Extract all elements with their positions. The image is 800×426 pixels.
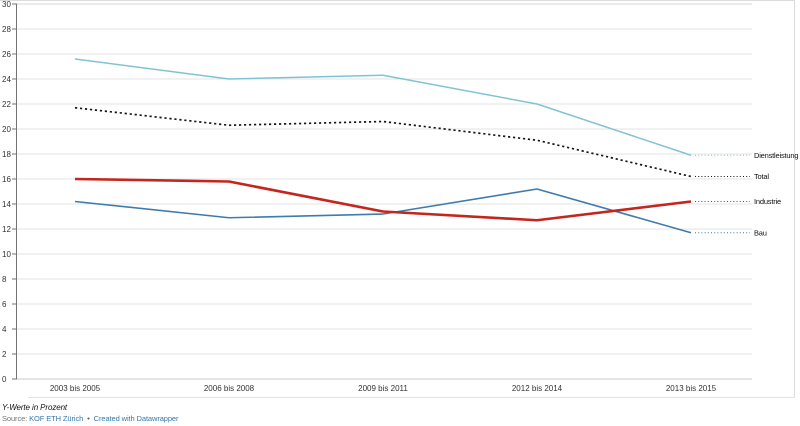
y-axis-label: 10 bbox=[2, 250, 11, 259]
frame-right-border bbox=[794, 0, 795, 398]
chart-bottom-border bbox=[28, 397, 794, 398]
datawrapper-credit-link[interactable]: Created with Datawrapper bbox=[93, 414, 179, 423]
x-axis-label: 2006 bis 2008 bbox=[204, 384, 255, 393]
x-axis-label: 2012 bis 2014 bbox=[512, 384, 563, 393]
y-axis-label: 8 bbox=[2, 275, 7, 284]
y-axis-label: 0 bbox=[2, 375, 7, 384]
source-prefix-label: Source: bbox=[2, 414, 28, 423]
y-axis-label: 18 bbox=[2, 150, 11, 159]
source-link[interactable]: KOF ETH Zürich bbox=[29, 414, 84, 423]
y-axis-label: 2 bbox=[2, 350, 7, 359]
series-label-industrie: Industrie bbox=[754, 197, 781, 206]
source-separator: • bbox=[87, 414, 90, 423]
y-axis-label: 22 bbox=[2, 100, 11, 109]
frame-top-border bbox=[0, 0, 795, 1]
y-axis-label: 24 bbox=[2, 75, 11, 84]
chart-source-line: Source: KOF ETH Zürich • Created with Da… bbox=[2, 414, 179, 423]
series-line-bau bbox=[74, 188, 692, 234]
x-axis-label: 2003 bis 2005 bbox=[50, 384, 101, 393]
y-axis-label: 28 bbox=[2, 25, 11, 34]
y-axis-label: 30 bbox=[2, 0, 11, 9]
y-axis-label: 16 bbox=[2, 175, 11, 184]
series-line-dienstleistung bbox=[74, 58, 692, 156]
x-axis-label: 2013 bis 2015 bbox=[666, 384, 717, 393]
y-axis-label: 4 bbox=[2, 325, 7, 334]
series-label-bau: Bau bbox=[754, 228, 767, 237]
series-line-total bbox=[74, 106, 692, 178]
y-axis-label: 14 bbox=[2, 200, 11, 209]
y-axis-label: 20 bbox=[2, 125, 11, 134]
x-axis-label: 2009 bis 2011 bbox=[358, 384, 408, 393]
series-label-total: Total bbox=[754, 172, 769, 181]
y-axis-label: 26 bbox=[2, 50, 11, 59]
y-axis-label: 12 bbox=[2, 225, 11, 234]
series-line-industrie bbox=[74, 177, 692, 222]
series-label-dienstleistung: Dienstleistung bbox=[754, 151, 798, 160]
y-axis-label: 6 bbox=[2, 300, 7, 309]
chart-footnote: Y-Werte in Prozent bbox=[2, 403, 68, 412]
